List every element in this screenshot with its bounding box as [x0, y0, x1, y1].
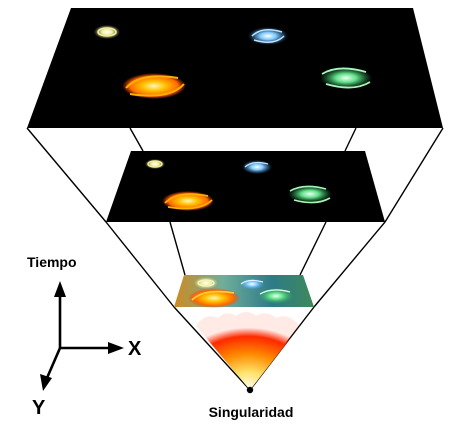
galaxy-blue-icon [239, 278, 265, 290]
galaxy-yellow-icon [194, 277, 218, 289]
x-axis-label: X [128, 338, 142, 360]
time-axis-arrow-icon [54, 281, 66, 348]
galaxy-orange-icon [122, 73, 186, 99]
galaxy-green-icon [258, 288, 294, 304]
slice-present-universe [27, 8, 443, 128]
galaxy-yellow-icon [145, 159, 165, 169]
present-universe-plane [27, 8, 443, 128]
cone-line-outer-right [384, 127, 444, 223]
galaxy-orange-icon [162, 191, 214, 211]
cone-line-inner-right [344, 127, 357, 152]
x-axis-arrow-icon [60, 342, 124, 354]
slice-middle-universe [106, 151, 385, 222]
galaxy-green-icon [320, 67, 372, 89]
singularity-label: Singularidad [209, 404, 294, 420]
galaxy-yellow-icon [94, 25, 120, 39]
cone-line-outer-left [26, 127, 107, 223]
galaxy-green-icon [288, 185, 332, 204]
y-axis-arrow-icon [40, 347, 62, 391]
early-universe-glow [196, 312, 300, 390]
cone-line-mid-inner-right [299, 221, 327, 276]
galaxy-blue-icon [248, 27, 288, 45]
cone-line-low-outer-left [173, 306, 251, 391]
cone-line-mid-inner-left [169, 221, 186, 276]
galaxy-orange-icon [188, 288, 240, 308]
y-axis-label: Y [32, 397, 46, 419]
axes-indicator [40, 281, 124, 391]
slice-early-universe [174, 275, 314, 308]
singularity-point-icon [246, 386, 254, 394]
cone-line-mid-outer-left [105, 221, 175, 308]
cone-line-mid-outer-right [313, 221, 386, 308]
galaxy-blue-icon [242, 160, 272, 174]
cone-line-inner-left [129, 127, 144, 152]
time-axis-label: Tiempo [27, 254, 77, 270]
